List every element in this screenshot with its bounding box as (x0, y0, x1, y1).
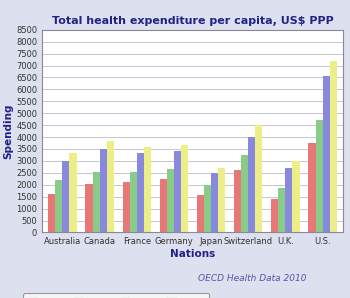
Bar (211, 173, 218, 232)
Bar (218, 168, 225, 232)
Y-axis label: Spending: Spending (3, 103, 13, 159)
Bar (55, 180, 62, 232)
Title: Total health expenditure per capita, US$ PPP: Total health expenditure per capita, US$… (52, 16, 333, 26)
Legend: 1995, 2000, 2005, 2007: 1995, 2000, 2005, 2007 (23, 293, 209, 298)
Bar (107, 141, 114, 232)
Bar (160, 179, 167, 232)
Bar (271, 199, 278, 232)
Bar (323, 76, 330, 232)
Bar (330, 61, 337, 232)
X-axis label: Nations: Nations (170, 249, 215, 259)
Bar (197, 195, 204, 232)
Bar (255, 125, 262, 232)
Bar (315, 120, 323, 232)
Bar (130, 172, 137, 232)
Bar (181, 145, 188, 232)
Bar (122, 182, 130, 232)
Bar (48, 194, 55, 232)
Bar (241, 155, 248, 232)
Bar (285, 168, 293, 232)
Bar (137, 153, 144, 232)
Bar (293, 161, 300, 232)
Bar (278, 188, 285, 232)
Bar (167, 169, 174, 232)
Bar (85, 184, 92, 232)
Bar (308, 143, 315, 232)
Bar (248, 137, 255, 232)
Bar (204, 185, 211, 232)
Bar (62, 161, 70, 232)
Bar (174, 151, 181, 232)
Bar (92, 172, 100, 232)
Bar (144, 147, 151, 232)
Bar (100, 149, 107, 232)
Bar (234, 170, 241, 232)
Bar (70, 153, 77, 232)
Text: OECD Health Data 2010: OECD Health Data 2010 (198, 274, 306, 283)
